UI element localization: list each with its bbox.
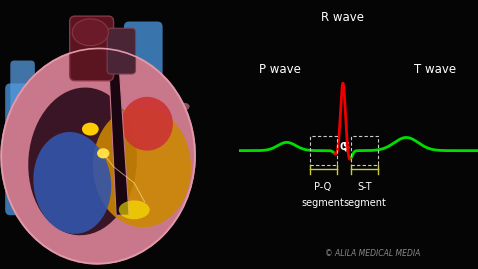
Ellipse shape — [121, 97, 173, 151]
Ellipse shape — [97, 148, 109, 158]
Text: Q: Q — [339, 141, 348, 152]
Ellipse shape — [93, 106, 191, 227]
Ellipse shape — [72, 19, 109, 46]
Text: segment: segment — [302, 198, 345, 208]
Text: P-Q: P-Q — [315, 182, 332, 192]
Ellipse shape — [28, 87, 137, 235]
Ellipse shape — [172, 140, 190, 150]
Text: segment: segment — [343, 198, 386, 208]
Ellipse shape — [119, 200, 150, 219]
Polygon shape — [109, 59, 129, 215]
Ellipse shape — [172, 122, 190, 131]
Text: © ALILA MEDICAL MEDIA: © ALILA MEDICAL MEDIA — [325, 249, 421, 258]
Ellipse shape — [6, 122, 24, 136]
Ellipse shape — [82, 123, 99, 136]
Ellipse shape — [33, 132, 111, 234]
FancyBboxPatch shape — [124, 22, 163, 91]
FancyBboxPatch shape — [11, 61, 35, 117]
FancyBboxPatch shape — [5, 83, 39, 215]
Text: P wave: P wave — [259, 63, 301, 76]
Ellipse shape — [1, 48, 195, 264]
Text: S-T: S-T — [357, 182, 372, 192]
Bar — [351, 136, 378, 165]
Bar — [310, 136, 337, 165]
Text: S: S — [342, 141, 349, 152]
Ellipse shape — [6, 144, 24, 157]
Text: R wave: R wave — [322, 11, 364, 24]
Text: T wave: T wave — [414, 63, 456, 76]
FancyBboxPatch shape — [70, 16, 114, 81]
Ellipse shape — [172, 103, 190, 112]
FancyBboxPatch shape — [107, 28, 136, 74]
